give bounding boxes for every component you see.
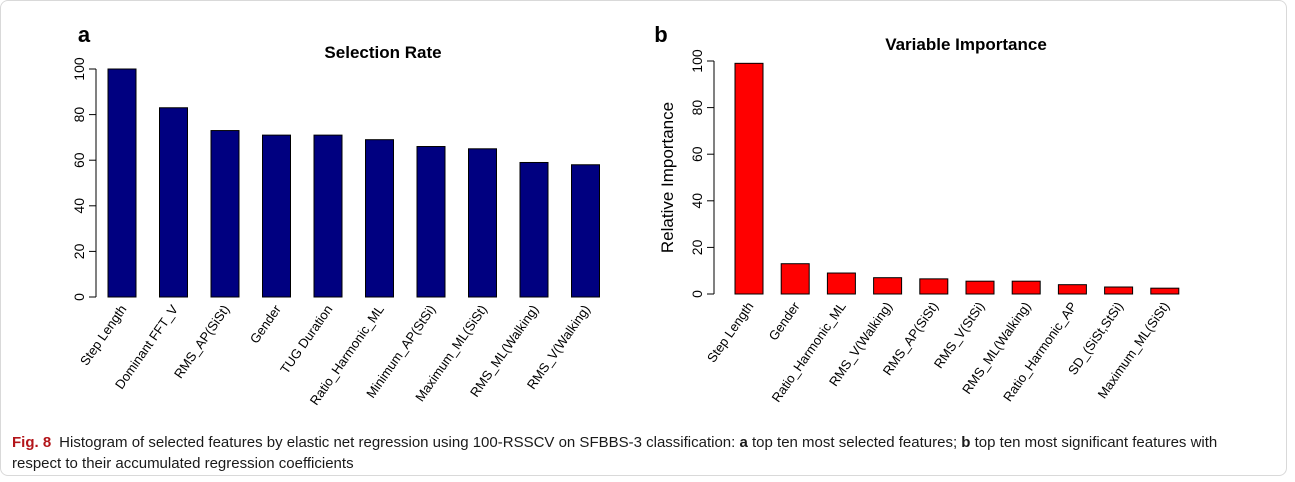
caption-a-label: a bbox=[739, 434, 748, 451]
bar-b bbox=[826, 272, 856, 295]
y-tick-label-a: 80 bbox=[71, 107, 87, 123]
bar-a bbox=[210, 130, 240, 298]
bar-a bbox=[571, 164, 600, 298]
caption-text-3: top ten most significant features with r… bbox=[12, 434, 1218, 472]
category-label-b: Gender bbox=[765, 299, 803, 344]
category-label-a: Step Length bbox=[77, 302, 130, 368]
caption-b-label: b bbox=[961, 434, 971, 451]
figure-caption: Fig. 8 Histogram of selected features by … bbox=[12, 432, 1262, 474]
bar-a bbox=[416, 146, 446, 298]
y-axis-title-b: Relative Importance bbox=[658, 102, 677, 253]
y-tick-label-a: 100 bbox=[71, 57, 87, 81]
y-tick-label-b: 100 bbox=[689, 49, 705, 73]
caption-fig-label: Fig. 8 bbox=[12, 434, 52, 451]
bar-b bbox=[1104, 286, 1134, 295]
y-tick-label-a: 20 bbox=[71, 243, 87, 259]
panel-label-b: b bbox=[654, 22, 667, 47]
bar-b bbox=[965, 280, 995, 295]
category-label-b: Step Length bbox=[704, 299, 757, 365]
category-label-a: RMS_AP(SiSt) bbox=[171, 302, 233, 381]
category-label-a: Gender bbox=[247, 302, 285, 347]
bar-b bbox=[1150, 287, 1180, 295]
bar-a bbox=[159, 107, 188, 298]
y-tick-label-b: 20 bbox=[689, 239, 705, 255]
bar-b bbox=[780, 263, 810, 295]
bar-b bbox=[734, 62, 764, 295]
bar-b bbox=[919, 278, 949, 295]
bar-a bbox=[107, 68, 137, 298]
y-tick-label-a: 40 bbox=[71, 198, 87, 214]
bar-a bbox=[262, 134, 291, 298]
y-tick-label-b: 0 bbox=[689, 290, 705, 298]
bar-b bbox=[873, 277, 903, 295]
category-label-a: TUG Duration bbox=[277, 302, 335, 376]
y-tick-label-a: 60 bbox=[71, 152, 87, 168]
bar-b bbox=[1011, 280, 1041, 295]
caption-text-2: top ten most selected features; bbox=[747, 434, 962, 451]
y-tick-label-b: 80 bbox=[689, 100, 705, 116]
bar-a bbox=[313, 134, 343, 298]
chart-title-b: Variable Importance bbox=[885, 35, 1047, 54]
bar-b bbox=[1057, 284, 1087, 295]
y-tick-label-b: 40 bbox=[689, 193, 705, 209]
panel-label-a: a bbox=[78, 22, 91, 47]
y-tick-label-a: 0 bbox=[71, 293, 87, 301]
bar-a bbox=[365, 139, 394, 298]
bar-a bbox=[468, 148, 497, 298]
y-tick-label-b: 60 bbox=[689, 146, 705, 162]
caption-text-1: Histogram of selected features by elasti… bbox=[59, 434, 740, 451]
chart-title-a: Selection Rate bbox=[324, 43, 441, 62]
bar-a bbox=[519, 161, 549, 298]
